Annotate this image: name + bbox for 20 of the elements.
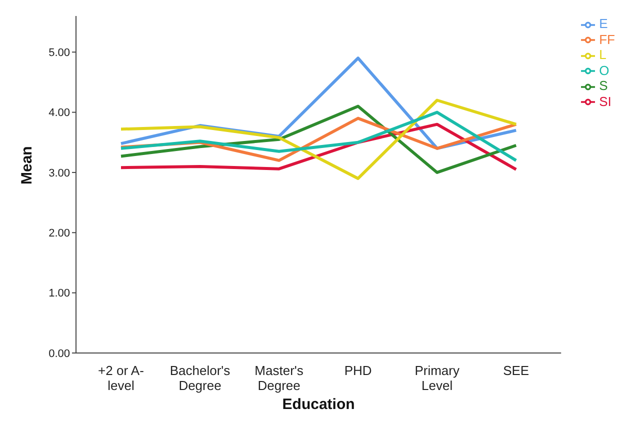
y-tick-label: 0.00 (48, 348, 70, 360)
legend-label: O (599, 62, 610, 78)
y-tick-label: 4.00 (48, 107, 70, 120)
y-axis-title: Mean (18, 146, 36, 184)
legend-label: SI (599, 94, 612, 109)
y-tick-label: 2.00 (48, 228, 70, 240)
x-tick-label: Primary Level (414, 363, 460, 393)
y-tick-label: 1.00 (48, 288, 70, 300)
x-axis-title: Education (282, 396, 355, 413)
x-tick-label: +2 or A-level (98, 363, 144, 393)
legend-label: L (599, 47, 606, 62)
legend-label: FF (599, 32, 615, 47)
y-tick-label: 3.00 (48, 167, 70, 180)
legend-label: S (599, 78, 608, 94)
x-tick-label: PHD (344, 363, 372, 378)
x-tick-label: Master's Degree (254, 363, 304, 393)
x-tick-label: Bachelor's Degree (170, 363, 231, 393)
y-tick-label: 5.00 (48, 47, 70, 60)
x-tick-label: SEE (503, 363, 530, 378)
legend-label: E (599, 16, 608, 31)
